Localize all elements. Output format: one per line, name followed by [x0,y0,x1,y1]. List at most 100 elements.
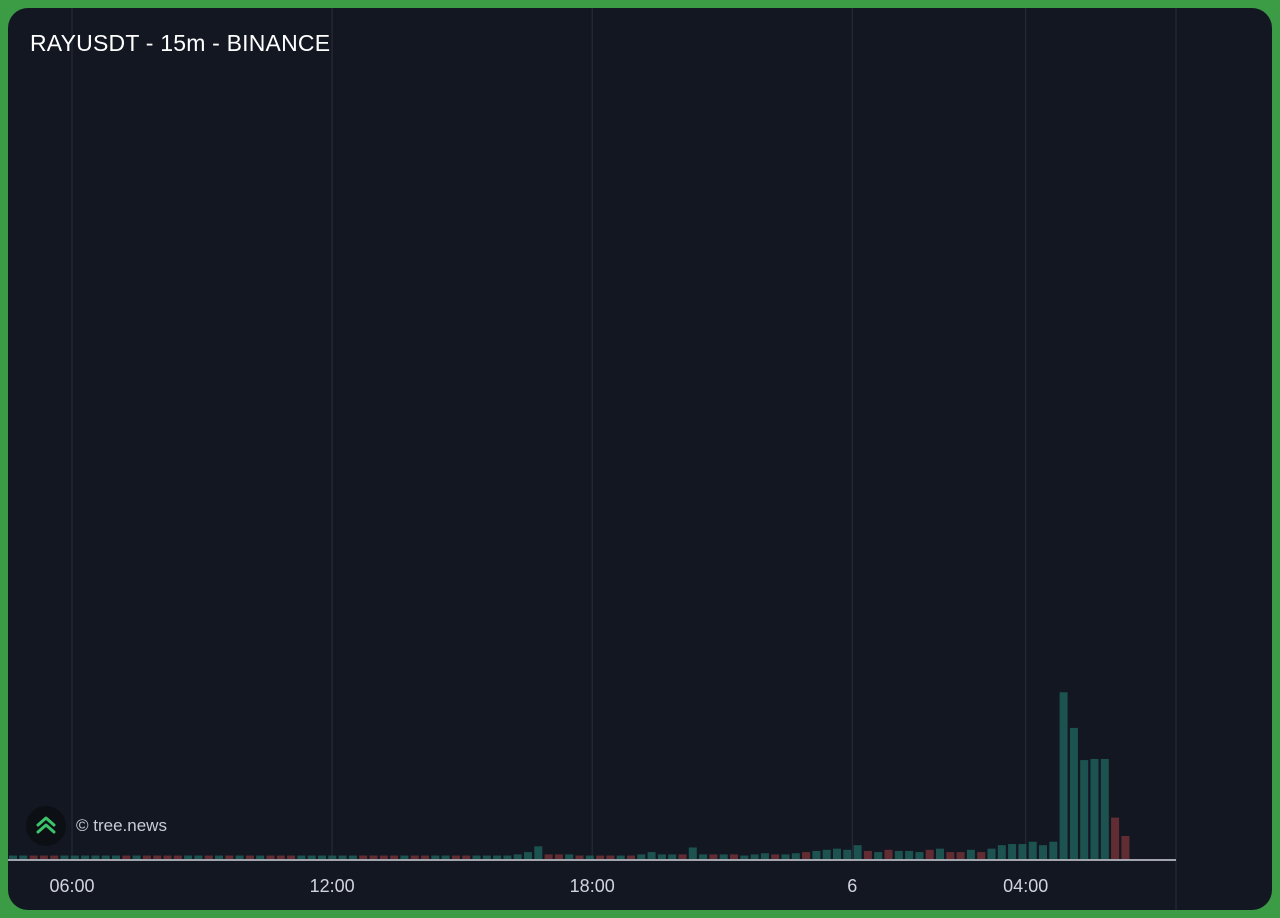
volume-bar [245,855,254,859]
volume-bar [204,855,213,859]
volume-bar [1008,844,1017,859]
volume-bar [1100,758,1109,859]
volume-bar [153,855,162,859]
volume-bar [987,848,996,859]
volume-bar [812,850,821,859]
chart-panel: 1.15140.8426+3.73%0.8318-1.28%0.8483+1.9… [8,8,1272,910]
volume-bar [802,852,811,859]
volume-bar [1039,845,1047,859]
volume-bar [822,849,831,859]
volume-bar [740,855,749,859]
volume-bar [19,855,28,859]
volume-bar [194,855,203,859]
volume-bar [132,855,141,859]
volume-bar [966,849,975,859]
volume-bar [534,846,543,859]
volume-bar [554,854,563,859]
volume-bar [359,855,368,859]
volume-bar [318,855,326,859]
volume-bar [307,855,316,859]
candlestick-chart[interactable]: 1.15140.8426+3.73%0.8318-1.28%0.8483+1.9… [8,8,1272,910]
volume-bar [1121,836,1130,859]
volume-bar [668,854,677,859]
watermark: © tree.news [26,806,167,846]
volume-bar [173,855,182,859]
volume-bar [781,854,790,859]
volume-bar [81,855,90,859]
volume-bar [585,855,594,859]
volume-bar [997,845,1006,859]
volume-bar [348,855,357,859]
volume-bar [616,855,625,859]
volume-bar [709,854,718,859]
volume-bar [596,855,605,859]
axes: 1.35001.30001.25001.20001.15001.10001.05… [8,8,1177,910]
volume-bar [184,855,193,859]
volume-bar [276,855,285,859]
x-tick-label: 04:00 [1003,876,1048,896]
volume-bar [946,852,955,859]
x-tick-label: 6 [847,876,857,896]
volume-bar [390,855,399,859]
volume-bar [760,853,769,859]
volume-bar [678,854,687,859]
volume-bar [431,855,440,859]
volume-bar [894,850,903,859]
volume-bar [328,855,337,859]
volume-bar [750,854,759,859]
volume-bar [462,855,471,859]
volume-bar [421,855,429,859]
volume-bar [482,855,491,859]
volume-bar [956,852,965,859]
volume-bars [9,692,1130,859]
volume-bar [112,855,120,859]
volume-bar [606,855,615,859]
volume-bar [544,854,553,859]
volume-bar [163,855,172,859]
volume-bar [575,855,584,859]
volume-bar [565,854,574,859]
volume-bar [688,847,697,859]
volume-bar [287,855,296,859]
volume-bar [338,855,347,859]
volume-bar [50,855,59,859]
volume-bar [60,855,69,859]
volume-bar [699,854,708,859]
x-tick-label: 06:00 [49,876,94,896]
volume-bar [369,855,378,859]
volume-bar [70,855,79,859]
volume-bar [503,855,512,859]
volume-bar [122,855,131,859]
volume-bar [472,855,481,859]
volume-bar [1111,817,1120,859]
volume-bar [657,854,666,859]
volume-bar [91,855,100,859]
volume-bar [235,855,244,859]
volume-bar [730,854,738,859]
volume-bar [853,845,862,859]
volume-bar [524,852,532,859]
volume-bar [833,848,841,859]
volume-bar [39,855,48,859]
volume-bar [215,855,223,859]
volume-bar [977,852,986,859]
volume-bar [936,848,944,859]
volume-bar [441,855,450,859]
volume-bar [874,852,883,859]
volume-bar [863,850,872,859]
volume-bar [647,852,656,859]
volume-bar [513,854,522,859]
volume-bar [843,849,852,859]
chart-title: RAYUSDT - 15m - BINANCE [30,30,331,56]
volume-bar [410,855,419,859]
volume-bar [884,849,893,859]
volume-bar [451,855,460,859]
volume-bar [627,855,635,859]
volume-bar [29,855,38,859]
volume-bar [925,849,934,859]
volume-bar [400,855,409,859]
volume-bar [225,855,234,859]
grid [71,8,1027,860]
volume-bar [256,855,265,859]
volume-bar [905,850,914,859]
